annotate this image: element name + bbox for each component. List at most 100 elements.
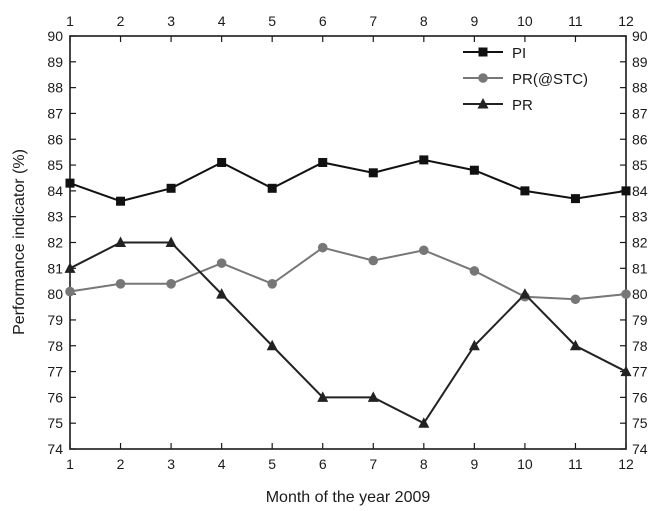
data-point [368, 168, 378, 178]
y-tick-label-right: 78 [632, 338, 648, 354]
legend: PI PR(@STC) PR [463, 45, 588, 114]
y-tick-label-left: 80 [47, 286, 63, 302]
data-point [115, 279, 126, 289]
data-point [216, 258, 227, 268]
data-point [367, 391, 379, 402]
y-tick-label-right: 86 [632, 131, 648, 147]
x-tick-label-bottom: 9 [470, 456, 478, 472]
y-tick-label-right: 82 [632, 235, 648, 251]
legend-label: PR [512, 97, 533, 114]
data-point [621, 186, 631, 196]
y-tick-label-right: 88 [632, 80, 648, 96]
data-point [65, 178, 75, 188]
data-point [64, 262, 76, 273]
data-point [317, 242, 328, 253]
y-tick-label-left: 76 [47, 389, 63, 405]
y-tick-label-left: 88 [47, 80, 63, 96]
x-tick-label-bottom: 10 [517, 456, 533, 472]
series-pr-stc [65, 242, 631, 305]
x-tick-label-top: 5 [268, 13, 276, 29]
x-tick-label-bottom: 7 [369, 456, 377, 472]
data-point [65, 286, 75, 297]
y-tick-label-right: 80 [632, 286, 648, 302]
x-axis-title: Month of the year 2009 [266, 489, 431, 506]
data-point [318, 157, 328, 167]
y-tick-label-left: 75 [47, 415, 63, 431]
data-point [216, 288, 228, 299]
data-point [267, 183, 277, 193]
series-layer [64, 155, 632, 428]
y-tick-label-right: 77 [632, 364, 648, 380]
x-tick-label-top: 12 [618, 13, 634, 29]
legend-item: PI [463, 45, 526, 62]
x-tick-label-bottom: 12 [618, 456, 634, 472]
data-point [165, 236, 177, 247]
legend-label: PR(@STC) [512, 71, 588, 88]
legend-marker [478, 47, 488, 57]
data-point [520, 186, 530, 196]
series-line [69, 246, 627, 301]
y-tick-label-left: 81 [47, 260, 63, 276]
legend-marker [478, 73, 488, 83]
x-tick-label-top: 11 [568, 13, 583, 29]
data-point [116, 196, 126, 206]
series-pi [65, 155, 631, 206]
x-tick-label-top: 4 [218, 13, 226, 29]
data-point [418, 417, 430, 428]
data-point [368, 255, 379, 266]
y-tick-label-left: 79 [47, 312, 63, 328]
series-line [69, 241, 627, 425]
x-tick-label-bottom: 4 [218, 456, 226, 472]
legend-marker [477, 98, 489, 109]
legend-label: PI [512, 45, 526, 62]
legend-item: PR(@STC) [463, 71, 588, 88]
y-tick-label-left: 82 [47, 235, 63, 251]
data-point [469, 266, 480, 276]
y-tick-label-right: 84 [632, 183, 648, 199]
data-point [267, 279, 277, 289]
data-point [166, 279, 176, 289]
x-tick-label-top: 2 [117, 13, 125, 29]
x-tick-label-bottom: 11 [568, 456, 583, 472]
y-tick-label-left: 86 [47, 131, 63, 147]
data-point [217, 157, 227, 167]
x-tick-label-bottom: 2 [117, 456, 125, 472]
y-tick-label-right: 83 [632, 209, 648, 225]
data-point [570, 294, 581, 305]
x-tick-label-top: 1 [66, 13, 74, 29]
y-tick-label-left: 87 [47, 105, 63, 121]
x-tick-label-bottom: 5 [268, 456, 276, 472]
legend-item: PR [463, 97, 533, 114]
series-pr [64, 236, 632, 428]
data-point [570, 194, 580, 204]
x-tick-label-top: 7 [369, 13, 377, 29]
y-tick-label-left: 83 [47, 209, 63, 225]
data-point [419, 155, 429, 165]
y-tick-label-left: 90 [47, 28, 63, 44]
y-tick-label-left: 74 [47, 441, 63, 457]
x-tick-label-top: 10 [517, 13, 533, 29]
y-tick-label-right: 85 [632, 157, 648, 173]
y-tick-label-right: 76 [632, 389, 648, 405]
x-tick-label-bottom: 6 [319, 456, 327, 472]
data-point [317, 391, 329, 402]
x-tick-label-top: 3 [167, 13, 175, 29]
y-tick-label-right: 75 [632, 415, 648, 431]
y-tick-label-left: 77 [47, 364, 63, 380]
data-point [419, 245, 429, 256]
data-point [519, 288, 531, 299]
data-point [166, 183, 176, 193]
y-tick-label-left: 78 [47, 338, 63, 354]
y-tick-label-right: 74 [632, 441, 648, 457]
data-point [115, 236, 127, 247]
y-tick-label-right: 89 [632, 54, 648, 70]
y-tick-label-right: 81 [632, 260, 648, 276]
y-tick-label-left: 85 [47, 157, 63, 173]
data-point [469, 165, 479, 175]
series-line [69, 158, 627, 203]
x-tick-label-top: 9 [470, 13, 478, 29]
data-point [621, 289, 631, 299]
data-point [569, 339, 581, 351]
data-point [266, 339, 278, 351]
